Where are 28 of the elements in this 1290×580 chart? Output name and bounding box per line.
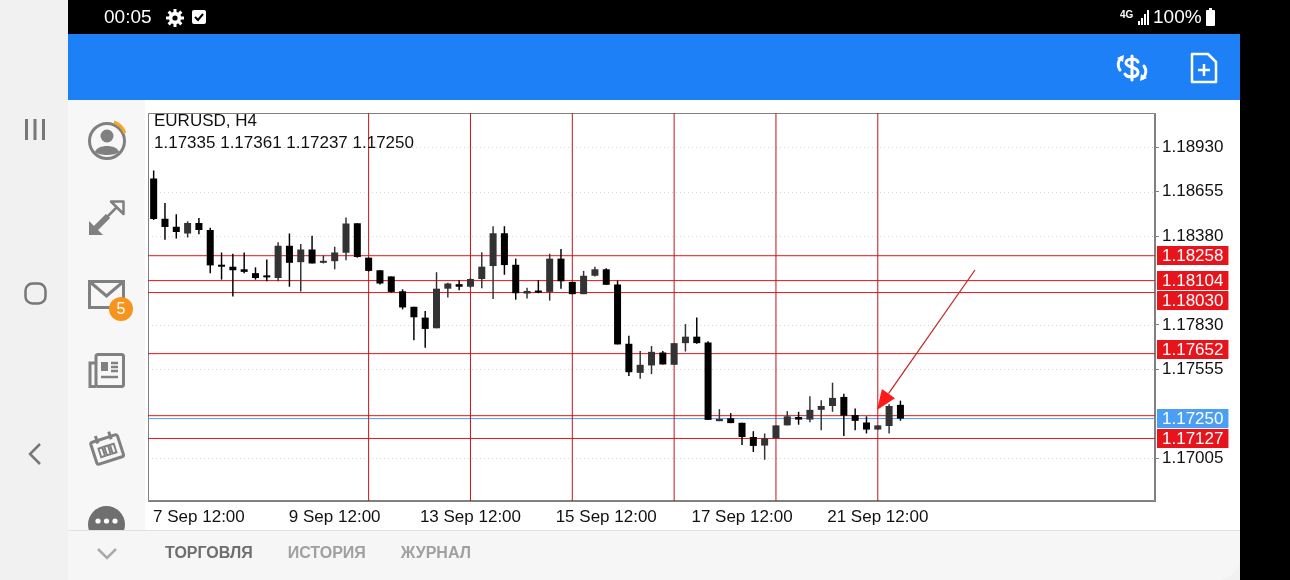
ref-line-label: 1.18030 bbox=[1162, 291, 1224, 311]
y-tick-label: 1.18380 bbox=[1162, 225, 1224, 245]
y-tick-label: 1.17555 bbox=[1162, 359, 1224, 378]
text: 00:05 bbox=[104, 6, 152, 28]
x-tick-label: 9 Sep 12:00 bbox=[288, 506, 381, 526]
text: ЖУРНАЛ bbox=[400, 543, 471, 563]
candlestick bbox=[670, 343, 678, 365]
text: 4G bbox=[1120, 8, 1134, 21]
y-tick-label: 1.17005 bbox=[1162, 447, 1224, 467]
candlestick bbox=[874, 425, 882, 430]
x-tick-label: 15 Sep 12:00 bbox=[555, 506, 657, 526]
text: ИСТОРИЯ bbox=[287, 543, 366, 563]
ref-line-label: 1.17652 bbox=[1162, 340, 1224, 360]
ref-line-label: 1.17127 bbox=[1162, 429, 1224, 449]
candlestick bbox=[772, 425, 780, 439]
ref-line-label: 1.17250 bbox=[1162, 409, 1224, 429]
y-tick-label: 1.17830 bbox=[1162, 314, 1224, 334]
text: ТОРГОВЛЯ bbox=[165, 543, 253, 563]
x-tick-label: 17 Sep 12:00 bbox=[691, 506, 793, 526]
x-tick-label: 13 Sep 12:00 bbox=[419, 506, 522, 526]
chart-title: EURUSD, H4 bbox=[154, 111, 257, 131]
ref-line-label: 1.18104 bbox=[1162, 271, 1224, 291]
text: 100% bbox=[1153, 6, 1202, 28]
ref-line-label: 1.18258 bbox=[1162, 246, 1224, 266]
y-tick-label: 1.18930 bbox=[1162, 136, 1224, 156]
y-tick-label: 1.18655 bbox=[1162, 181, 1224, 201]
x-tick-label: 7 Sep 12:00 bbox=[153, 506, 245, 526]
x-tick-label: 21 Sep 12:00 bbox=[827, 506, 929, 526]
